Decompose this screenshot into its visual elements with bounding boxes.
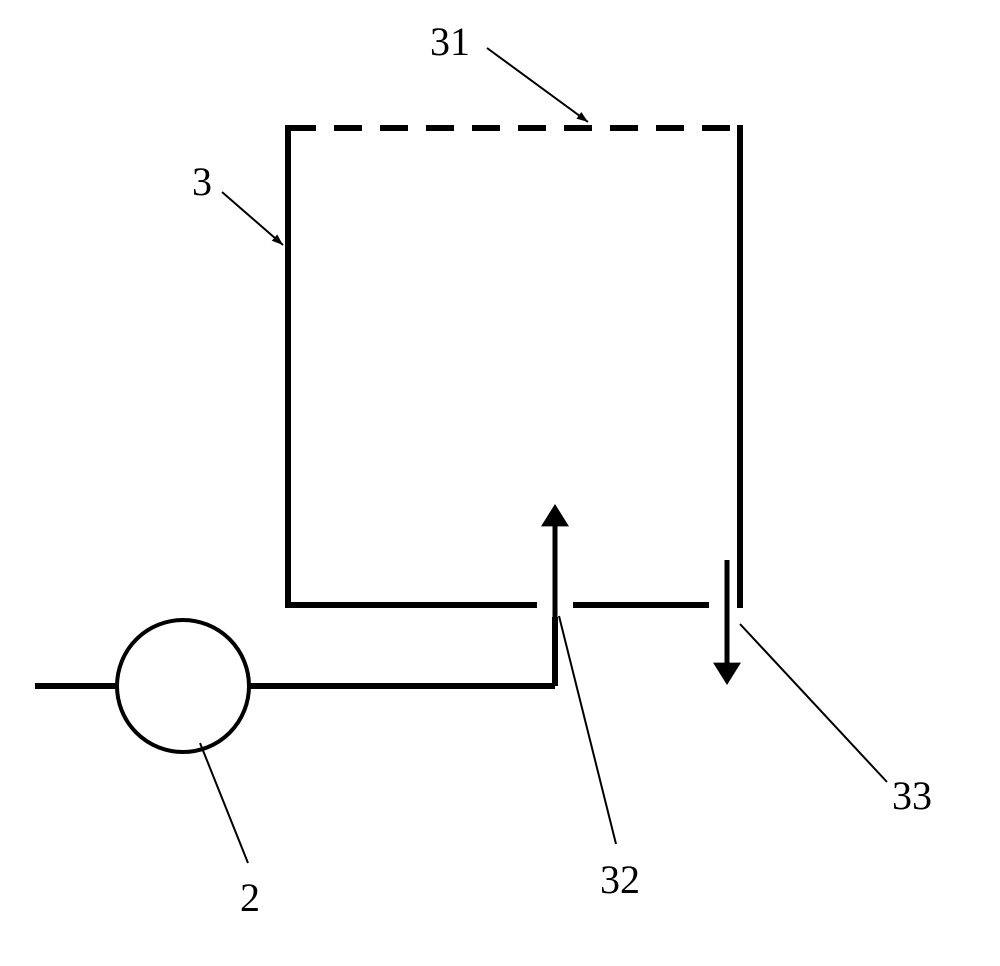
label-31: 31: [430, 18, 470, 65]
label-3: 3: [192, 158, 212, 205]
diagram-canvas: [0, 0, 1000, 966]
label-33: 33: [892, 772, 932, 819]
label-2: 2: [240, 874, 260, 921]
label-32: 32: [600, 856, 640, 903]
